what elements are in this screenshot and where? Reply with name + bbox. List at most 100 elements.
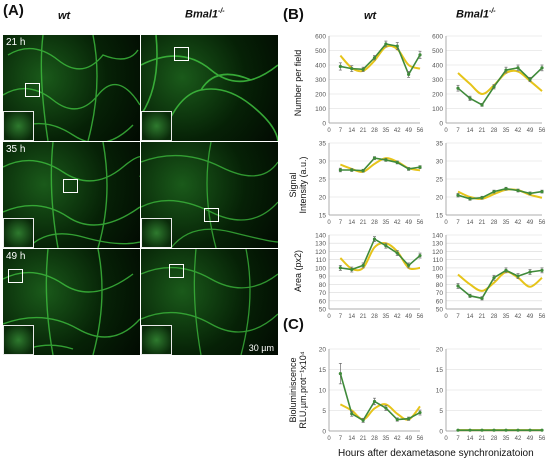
y-tick-label: 5	[322, 408, 326, 415]
y-tick-label: 200	[432, 92, 443, 99]
time-label: 21 h	[6, 37, 26, 48]
data-point	[540, 66, 544, 70]
header-b-wt: wt	[364, 10, 377, 22]
x-tick-label: 28	[491, 314, 498, 320]
data-point	[468, 197, 472, 201]
data-point	[372, 56, 377, 60]
x-tick-label: 7	[456, 220, 460, 226]
data-point	[418, 253, 422, 258]
data-point	[372, 156, 377, 160]
y-tick-label: 20	[436, 195, 444, 202]
x-tick-label: 35	[383, 220, 390, 226]
y-tick-label: 0	[322, 429, 326, 436]
y-tick-label: 15	[436, 213, 444, 220]
fit-line	[457, 270, 543, 292]
y-tick-label: 300	[315, 77, 326, 84]
data-point	[384, 42, 388, 46]
micrograph-wt-49h: 49 h	[3, 249, 140, 355]
x-tick-label: 7	[339, 436, 343, 442]
y-tick-label: 400	[315, 63, 326, 70]
data-point	[372, 237, 377, 241]
ylabel-number: Number per field	[293, 38, 303, 128]
micrograph-mut-35h	[141, 142, 278, 248]
y-tick-label: 50	[319, 307, 327, 314]
x-tick-label: 21	[479, 128, 486, 134]
y-tick-label: 0	[322, 121, 326, 128]
data-point	[361, 418, 365, 422]
zoom-inset	[3, 325, 34, 355]
chart-number-mut: 0 100 200 300 400 500 600 0 7 14 21 28 35 42 49 56	[432, 34, 546, 135]
x-tick-label: 42	[394, 128, 401, 134]
roi-box	[63, 179, 78, 193]
micrograph-mut-49h: 30 µm	[141, 249, 278, 355]
x-tick-label: 42	[515, 128, 522, 134]
y-tick-label: 80	[319, 282, 327, 289]
y-tick-label: 10	[319, 388, 327, 395]
data-point	[540, 428, 544, 432]
ylabel-area-text: Area (px2)	[293, 249, 303, 293]
header-b-mut: Bmal1-/-	[456, 8, 496, 21]
data-point	[504, 187, 508, 191]
x-tick-label: 0	[444, 220, 448, 226]
data-point	[480, 296, 484, 300]
x-tick-label: 14	[348, 128, 355, 134]
x-tick-label: 28	[371, 220, 378, 226]
chart-biolum-wt: 0 5 10 15 20 0 7 14 21 28 35 42 49 56	[319, 347, 424, 443]
data-point	[407, 263, 411, 268]
data-line	[457, 67, 543, 106]
y-tick-label: 10	[436, 388, 444, 395]
ylabel-number-text: Number per field	[293, 49, 303, 117]
data-point	[338, 64, 342, 69]
y-tick-label: 90	[436, 274, 444, 281]
y-tick-label: 130	[432, 241, 443, 248]
data-point	[492, 190, 496, 194]
x-tick-label: 35	[503, 220, 510, 226]
y-tick-label: 25	[436, 177, 444, 184]
data-point	[492, 85, 496, 89]
x-tick-label: 14	[348, 220, 355, 226]
data-point	[480, 428, 484, 432]
data-point	[338, 372, 342, 376]
x-tick-label: 28	[491, 436, 498, 442]
y-tick-label: 25	[319, 177, 327, 184]
x-tick-label: 42	[515, 436, 522, 442]
x-tick-label: 7	[456, 436, 460, 442]
x-tick-label: 0	[327, 436, 331, 442]
y-tick-label: 100	[432, 265, 443, 272]
x-tick-label: 42	[515, 220, 522, 226]
cell-texture	[141, 249, 278, 355]
roi-box	[174, 47, 189, 61]
x-tick-label: 35	[383, 436, 390, 442]
y-tick-label: 600	[315, 34, 326, 41]
y-tick-label: 30	[436, 159, 444, 166]
x-tick-label: 49	[405, 220, 412, 226]
x-tick-label: 49	[405, 436, 412, 442]
x-tick-label: 56	[417, 314, 424, 320]
y-tick-label: 15	[319, 213, 327, 220]
y-tick-label: 400	[432, 63, 443, 70]
data-line	[457, 269, 543, 300]
y-tick-label: 60	[319, 298, 327, 305]
data-line	[340, 237, 421, 271]
chart-number-wt: 0 100 200 300 400 500 600 0 7 14 21 28 35 42 49 56	[315, 34, 424, 135]
y-tick-label: 30	[319, 159, 327, 166]
x-tick-label: 56	[539, 220, 546, 226]
roi-box	[204, 208, 219, 222]
x-tick-label: 49	[527, 128, 534, 134]
data-point	[540, 268, 544, 272]
x-tick-label: 28	[371, 128, 378, 134]
x-tick-label: 0	[444, 128, 448, 134]
x-tick-label: 14	[467, 436, 474, 442]
x-tick-label: 35	[503, 128, 510, 134]
x-tick-label: 0	[444, 436, 448, 442]
y-tick-label: 20	[319, 195, 327, 202]
x-tick-label: 49	[405, 314, 412, 320]
x-tick-label: 35	[383, 314, 390, 320]
x-tick-label: 21	[479, 314, 486, 320]
x-tick-label: 21	[360, 314, 367, 320]
data-point	[350, 412, 354, 416]
data-point	[504, 428, 508, 432]
x-tick-label: 7	[339, 220, 343, 226]
zoom-inset	[141, 111, 172, 141]
